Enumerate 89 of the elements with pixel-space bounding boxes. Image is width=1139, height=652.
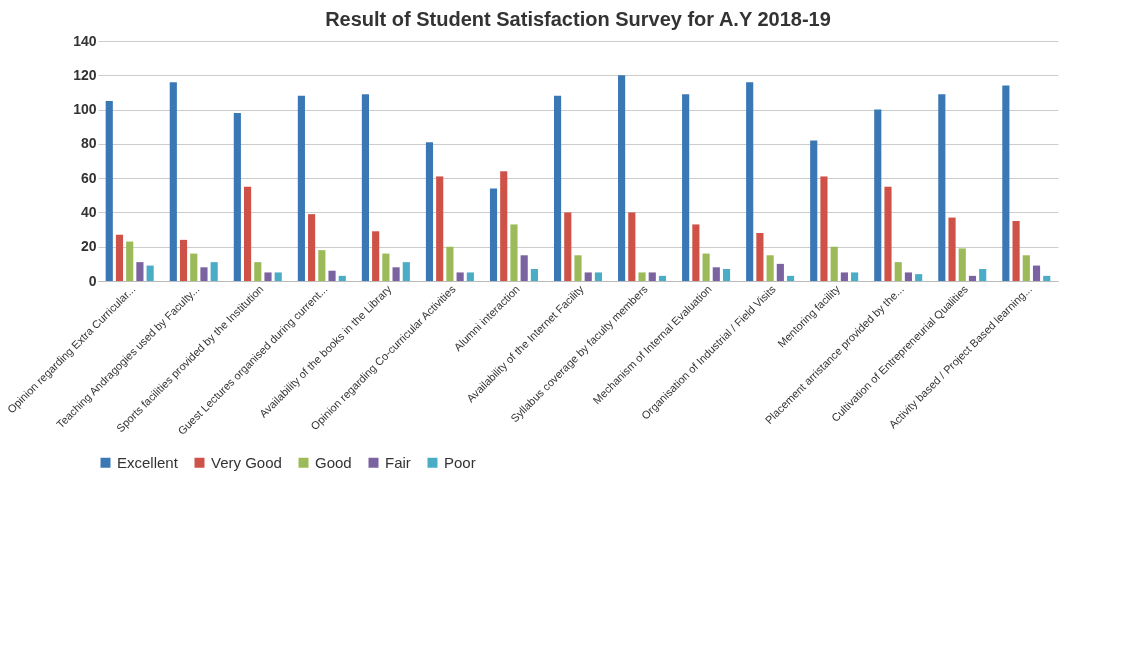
bar [136,262,144,281]
bar [1012,221,1020,281]
bar [915,274,923,281]
bar [382,253,390,281]
bar [297,95,305,281]
bar [840,272,848,281]
bar [776,263,784,281]
bar [894,262,902,281]
bar [146,265,154,281]
bar [372,231,380,281]
bar [436,176,444,281]
bar [1032,265,1041,281]
bar [594,272,603,281]
y-tick-label: 80 [80,135,97,152]
bar [210,262,218,281]
bar [338,275,346,281]
bar [628,212,636,281]
bar [456,272,464,281]
bar [618,75,626,281]
bar [682,94,690,281]
bar [948,217,956,281]
y-tick-label: 0 [88,272,97,289]
bar [938,94,946,281]
bar [328,270,336,281]
bar [254,262,262,281]
bar [510,224,518,281]
bar [318,250,326,281]
bar [766,255,774,281]
bar [830,246,838,281]
bar [722,269,731,281]
legend-label: Good [315,453,352,471]
bar [904,272,913,281]
y-tick-label: 60 [80,169,97,186]
bar [169,82,177,281]
bar [958,248,966,281]
bar [530,269,538,281]
bar [648,272,656,281]
bar [1022,255,1030,281]
bar [712,267,720,281]
bar [1002,85,1010,281]
bar [874,109,882,281]
bar [179,239,188,281]
bar [638,272,646,281]
bar [851,272,859,281]
legend-label: Very Good [211,453,282,471]
legend-label: Poor [444,453,476,471]
bar [979,269,987,281]
y-tick-label: 100 [73,101,97,118]
y-tick-label: 20 [80,238,97,255]
y-tick-label: 120 [73,66,97,83]
bar [574,255,582,281]
bar [308,214,316,281]
bar [264,272,272,281]
bar [520,255,528,281]
bar [702,253,710,281]
bar [810,140,818,281]
bar [425,142,434,281]
legend-label: Excellent [117,453,179,471]
legend-label: Fair [385,453,411,471]
bar [126,241,134,281]
bar [746,82,754,281]
bar [820,176,828,281]
bar [564,212,572,281]
chart-title: Result of Student Satisfaction Survey for A.Y 2018-19 [325,8,831,30]
bar [466,272,474,281]
bar [392,267,400,281]
bar [553,95,562,281]
bar [233,113,241,281]
bar [446,246,454,281]
bar [274,272,282,281]
bar [692,224,700,281]
bar [489,188,498,281]
bar [756,233,764,281]
bar [968,275,977,281]
bar [1043,275,1051,281]
bar [500,171,508,281]
bar [658,275,667,281]
bar [200,267,208,281]
bar [361,94,370,281]
bar [190,253,198,281]
bar [243,186,252,281]
bar [115,234,124,281]
bar [105,101,113,281]
bar [402,262,410,281]
y-tick-label: 140 [73,32,97,49]
y-tick-label: 40 [80,203,97,220]
bar [584,272,592,281]
bar [786,275,795,281]
bar [884,186,892,281]
